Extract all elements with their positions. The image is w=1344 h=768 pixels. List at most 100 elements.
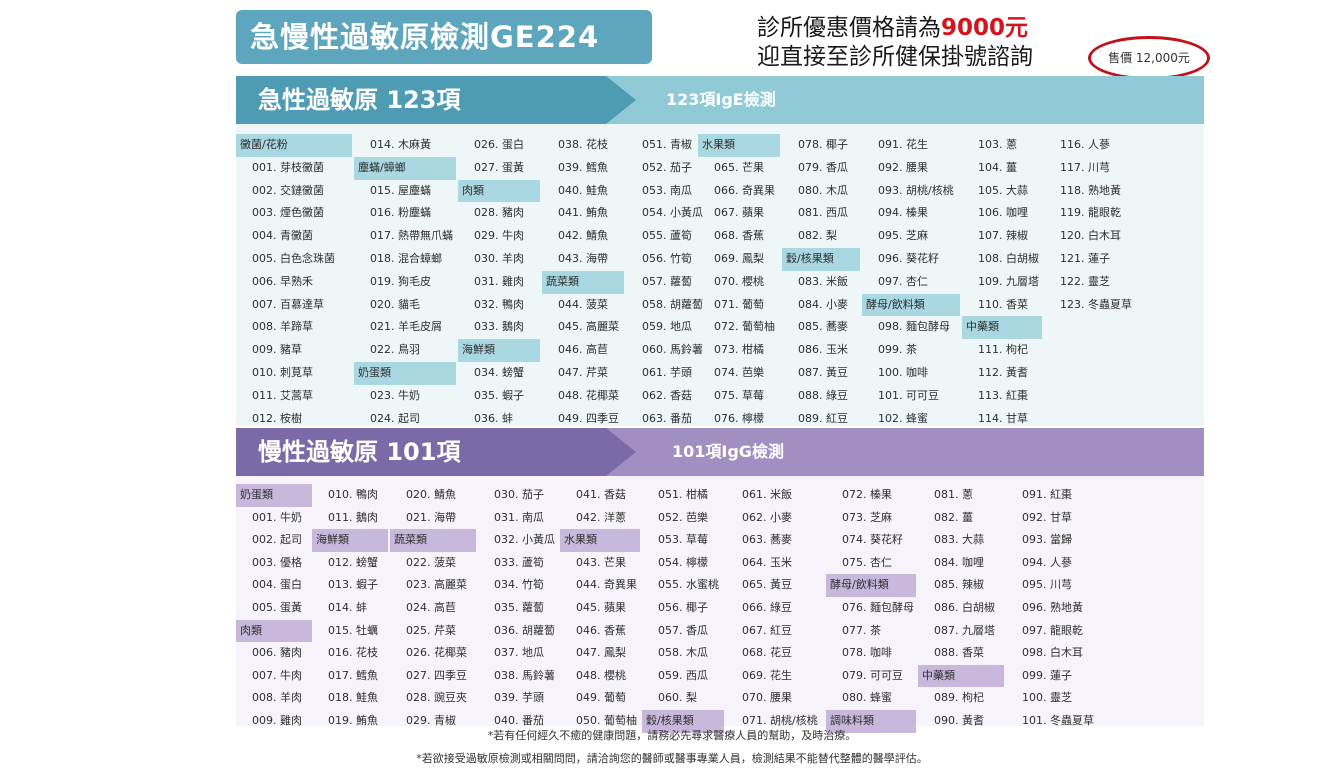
allergen-item: 057. 蘿蔔 — [642, 274, 692, 288]
allergen-item: 052. 芭樂 — [658, 510, 708, 524]
acute-column: 水果類 065. 芒果 066. 奇異果 067. 蘋果 068. 香蕉 069. 鳳梨 0… — [698, 134, 780, 453]
allergen-item: 077. 茶 — [842, 623, 881, 637]
allergen-item: 070. 腰果 — [742, 691, 792, 705]
allergen-item: 041. 鮪魚 — [558, 206, 608, 220]
allergen-item: 057. 香瓜 — [658, 623, 708, 637]
allergen-item: 074. 芭樂 — [714, 365, 764, 379]
allergen-item: 056. 椰子 — [658, 600, 708, 614]
allergen-item: 059. 西瓜 — [658, 668, 708, 682]
allergen-item: 043. 芒果 — [576, 555, 626, 569]
allergen-item: 091. 花生 — [878, 138, 928, 151]
allergen-item: 110. 香菜 — [978, 297, 1028, 311]
allergen-item: 111. 枸杞 — [978, 343, 1028, 357]
allergen-item: 037. 地瓜 — [494, 646, 544, 660]
allergen-item: 076. 麵包酵母 — [842, 600, 914, 614]
allergen-item: 048. 櫻桃 — [576, 668, 626, 682]
chronic-allergen-grid: 奶蛋類 001. 牛奶 002. 起司 003. 優格 004. 蛋白 005. 蛋黃 肉類… — [236, 476, 1204, 733]
allergen-item: 122. 靈芝 — [1060, 274, 1110, 288]
allergen-item: 099. 茶 — [878, 343, 917, 357]
allergen-item: 048. 花椰菜 — [558, 388, 619, 402]
allergen-item: 071. 胡桃/核桃 — [742, 713, 818, 727]
acute-column: 078. 椰子 079. 香瓜 080. 木瓜 081. 西瓜 082. 梨穀/核果類 0… — [782, 134, 860, 453]
allergen-item: 105. 大蒜 — [978, 183, 1028, 197]
allergen-item: 092. 腰果 — [878, 160, 928, 174]
allergen-item: 038. 馬鈴薯 — [494, 668, 555, 682]
allergen-item: 117. 川芎 — [1060, 160, 1110, 174]
allergen-item: 080. 木瓜 — [798, 183, 848, 197]
allergen-item: 084. 小麥 — [798, 297, 848, 311]
allergen-item: 113. 紅棗 — [978, 388, 1028, 402]
allergen-item: 080. 蜂蜜 — [842, 691, 892, 705]
allergen-item: 050. 葡萄柚 — [576, 713, 637, 727]
allergen-item: 021. 海帶 — [406, 510, 456, 524]
chronic-column: 061. 米飯 062. 小麥 063. 蕎麥 064. 玉米 065. 黃豆 066. … — [726, 484, 824, 733]
allergen-item: 101. 冬蟲夏草 — [1022, 713, 1094, 727]
allergen-item: 083. 大蒜 — [934, 533, 984, 547]
allergen-item: 039. 芋頭 — [494, 691, 544, 705]
allergen-item: 109. 九層塔 — [978, 274, 1039, 288]
allergen-item: 063. 蕎麥 — [742, 533, 792, 547]
allergen-item: 069. 花生 — [742, 668, 792, 682]
allergen-item: 106. 咖哩 — [978, 206, 1028, 220]
footnote-1: *若有任何經久不癒的健康問題，請務必先尋求醫療人員的幫助，及時治療。 — [487, 729, 857, 742]
allergen-item: 049. 四季豆 — [558, 411, 619, 425]
allergen-item: 042. 洋蔥 — [576, 510, 626, 524]
allergen-item: 119. 龍眼乾 — [1060, 206, 1121, 220]
allergen-item: 006. 豬肉 — [252, 646, 302, 660]
allergen-item: 038. 花枝 — [558, 138, 608, 151]
allergen-item: 012. 螃蟹 — [328, 555, 378, 569]
allergen-item: 088. 綠豆 — [798, 388, 848, 402]
allergen-item: 079. 可可豆 — [842, 668, 903, 682]
allergen-item: 096. 熟地黃 — [1022, 600, 1083, 614]
chronic-section-subtitle: 101項IgG檢測 — [672, 442, 784, 461]
allergen-item: 086. 白胡椒 — [934, 600, 995, 614]
allergen-item: 042. 鯖魚 — [558, 229, 608, 243]
category-label: 中藥類 — [962, 316, 1042, 340]
allergen-item: 054. 小黃瓜 — [642, 206, 703, 220]
allergen-item: 047. 芹菜 — [558, 365, 608, 379]
chronic-section-title: 慢性過敏原 101項 — [258, 438, 461, 466]
allergen-item: 004. 蛋白 — [252, 578, 302, 592]
allergen-item: 044. 奇異果 — [576, 578, 637, 592]
allergen-item: 016. 粉塵蟎 — [370, 206, 431, 220]
chronic-column: 091. 紅棗 092. 甘草 093. 當歸 094. 人蔘 095. 川芎 096. … — [1006, 484, 1126, 733]
allergen-item: 121. 蓮子 — [1060, 251, 1110, 265]
allergen-item: 035. 蘿蔔 — [494, 600, 544, 614]
acute-column: 051. 青椒 052. 茄子 053. 南瓜 054. 小黃瓜 055. 蘆筍 056.… — [626, 134, 703, 453]
allergen-item: 097. 龍眼乾 — [1022, 623, 1083, 637]
allergen-item: 055. 蘆筍 — [642, 229, 692, 243]
category-label: 肉類 — [236, 619, 312, 643]
category-label: 黴菌/花粉 — [236, 134, 352, 157]
allergen-item: 081. 蔥 — [934, 488, 973, 501]
allergen-item: 053. 南瓜 — [642, 183, 692, 197]
acute-column: 091. 花生 092. 腰果 093. 胡桃/核桃 094. 榛果 095. 芝麻 09… — [862, 134, 960, 454]
chronic-column: 010. 鴨肉 011. 鵝肉 海鮮類 012. 螃蟹 013. 蝦子 014. 蚌 015… — [312, 484, 388, 733]
allergen-item: 082. 薑 — [934, 510, 973, 524]
allergen-item: 019. 鮪魚 — [328, 713, 378, 727]
list-price-oval: 售價 12,000元 — [1088, 36, 1210, 80]
allergen-item: 068. 花豆 — [742, 646, 792, 660]
allergen-item: 083. 米飯 — [798, 274, 848, 288]
allergen-item: 011. 艾蒿草 — [252, 388, 313, 402]
allergen-item: 022. 菠菜 — [406, 555, 456, 569]
allergen-item: 005. 蛋黃 — [252, 600, 302, 614]
allergen-item: 014. 蚌 — [328, 600, 367, 614]
promo-line-1-prefix: 診所優惠價格請為 — [757, 15, 941, 41]
allergen-item: 017. 鱈魚 — [328, 668, 378, 682]
chronic-header-arrow — [236, 428, 636, 476]
category-label: 海鮮類 — [458, 339, 540, 362]
allergen-item: 055. 水蜜桃 — [658, 578, 719, 592]
allergen-item: 013. 蝦子 — [328, 578, 378, 592]
category-label: 穀/核果類 — [782, 247, 860, 271]
allergen-item: 006. 早熟禾 — [252, 274, 313, 288]
allergen-item: 054. 檸檬 — [658, 555, 708, 569]
chronic-column: 072. 榛果 073. 芝麻 074. 葵花籽 075. 杏仁 酵母/飲料類 076. … — [826, 484, 916, 733]
allergen-item: 021. 羊毛皮屑 — [370, 320, 442, 334]
allergen-item: 033. 鵝肉 — [474, 320, 524, 334]
allergen-item: 039. 鱈魚 — [558, 160, 608, 174]
allergen-item: 008. 羊肉 — [252, 691, 302, 705]
allergen-item: 081. 西瓜 — [798, 206, 848, 220]
category-label: 海鮮類 — [312, 529, 388, 552]
allergen-item: 082. 梨 — [798, 229, 837, 243]
allergen-item: 019. 狗毛皮 — [370, 274, 431, 288]
